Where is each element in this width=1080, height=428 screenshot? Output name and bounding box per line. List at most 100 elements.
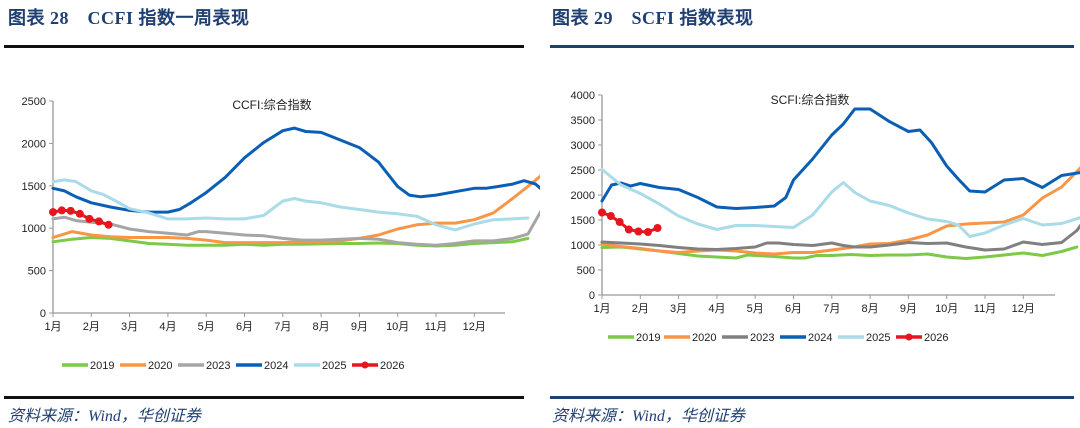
legend-label: 2020 xyxy=(692,332,716,344)
data-point-2026 xyxy=(75,209,84,218)
data-point-2026 xyxy=(606,212,615,220)
series-line-2020 xyxy=(51,174,540,245)
series-line-2023 xyxy=(600,223,1080,252)
x-tick-label: 3月 xyxy=(670,303,687,315)
data-point-2026 xyxy=(66,206,75,215)
x-tick-label: 1月 xyxy=(44,321,61,333)
footer-rule xyxy=(4,396,524,399)
data-point-2026 xyxy=(49,208,57,217)
x-tick-label: 12月 xyxy=(463,321,486,333)
legend-item-2026: 2026 xyxy=(896,332,948,344)
x-tick-label: 6月 xyxy=(236,321,253,333)
legend-label: 2019 xyxy=(636,332,660,344)
x-tick-label: 9月 xyxy=(351,321,368,333)
y-tick-label: 1500 xyxy=(22,181,46,193)
chart-title: CCFI:综合指数 xyxy=(232,97,311,112)
ccfi-panel: 图表 28 CCFI 指数一周表现 0 500 1000 1500 2000 2500 1月… xyxy=(4,8,540,425)
legend-item-2024: 2024 xyxy=(780,332,832,344)
legend-label: 2025 xyxy=(322,360,346,372)
y-tick-label: 4000 xyxy=(571,90,595,102)
legend-item-2023: 2023 xyxy=(722,332,774,344)
data-point-2026 xyxy=(653,224,662,232)
header-rule xyxy=(4,45,524,48)
x-tick-label: 4月 xyxy=(159,321,176,333)
legend-label: 2024 xyxy=(264,360,288,372)
series-line-2023 xyxy=(51,209,540,247)
y-tick-label: 3500 xyxy=(571,115,595,127)
x-tick-label: 1月 xyxy=(593,303,610,315)
legend-item-2026: 2026 xyxy=(352,360,404,372)
legend-item-2025: 2025 xyxy=(838,332,890,344)
x-tick-label: 6月 xyxy=(785,303,802,315)
x-tick-label: 12月 xyxy=(1012,303,1035,315)
legend-marker xyxy=(361,361,369,369)
scfi-panel: 图表 29 SCFI 指数表现 0 500 1000 1500 2000 2500 3000… xyxy=(548,0,1080,428)
header-rule xyxy=(550,45,1074,48)
x-tick-label: 5月 xyxy=(198,321,215,333)
x-tick-label: 2月 xyxy=(83,321,100,333)
legend-label: 2025 xyxy=(866,332,890,344)
x-tick-label: 10月 xyxy=(386,321,409,333)
legend-label: 2019 xyxy=(90,360,114,372)
x-tick-label: 9月 xyxy=(900,303,917,315)
legend-marker xyxy=(905,333,913,341)
y-tick-label: 3000 xyxy=(571,140,595,152)
legend-item-2024: 2024 xyxy=(236,360,288,372)
legend-item-2020: 2020 xyxy=(664,332,716,344)
x-tick-label: 3月 xyxy=(121,321,138,333)
y-tick-label: 2000 xyxy=(571,190,595,202)
series-line-2025 xyxy=(600,168,1080,238)
legend-item-2019: 2019 xyxy=(608,332,660,344)
x-tick-label: 10月 xyxy=(935,303,958,315)
x-tick-label: 2月 xyxy=(632,303,649,315)
x-tick-label: 8月 xyxy=(313,321,330,333)
data-point-2026 xyxy=(94,217,103,226)
legend-item-2019: 2019 xyxy=(62,360,114,372)
y-tick-label: 2000 xyxy=(22,138,46,150)
legend-label: 2026 xyxy=(380,360,404,372)
y-tick-label: 1000 xyxy=(22,223,46,235)
x-tick-label: 7月 xyxy=(823,303,840,315)
legend-label: 2023 xyxy=(206,360,230,372)
x-tick-label: 8月 xyxy=(862,303,879,315)
x-tick-label: 11月 xyxy=(425,321,447,333)
footer-rule xyxy=(550,396,1074,399)
source-note: 资料来源：Wind，华创证券 xyxy=(8,408,201,425)
series-line-2019 xyxy=(51,236,530,248)
y-tick-label: 500 xyxy=(28,266,46,278)
y-tick-label: 1500 xyxy=(571,215,595,227)
figure-title: 图表 28 CCFI 指数一周表现 xyxy=(8,8,250,28)
data-point-2026 xyxy=(634,227,643,236)
series-line-2024 xyxy=(600,107,1080,210)
legend-item-2025: 2025 xyxy=(294,360,346,372)
series-line-2019 xyxy=(600,245,1079,260)
data-point-2026 xyxy=(57,206,66,215)
data-point-2026 xyxy=(615,218,624,226)
y-tick-label: 2500 xyxy=(571,165,595,177)
series-line-2025 xyxy=(51,178,530,232)
x-tick-label: 7月 xyxy=(274,321,291,333)
data-point-2026 xyxy=(85,214,94,223)
y-tick-label: 1000 xyxy=(571,240,595,252)
x-tick-label: 11月 xyxy=(974,303,996,315)
source-note: 资料来源：Wind，华创证券 xyxy=(552,408,745,425)
y-tick-label: 0 xyxy=(40,308,46,320)
data-point-2026 xyxy=(104,220,113,229)
legend-label: 2024 xyxy=(808,332,832,344)
data-point-2026 xyxy=(643,228,652,236)
y-tick-label: 500 xyxy=(577,265,595,277)
x-tick-label: 5月 xyxy=(747,303,764,315)
figure-title: 图表 29 SCFI 指数表现 xyxy=(552,8,754,28)
y-tick-label: 0 xyxy=(589,290,595,302)
data-point-2026 xyxy=(598,208,606,217)
x-tick-label: 4月 xyxy=(708,303,725,315)
legend-label: 2020 xyxy=(148,360,172,372)
scfi-chart: 0 500 1000 1500 2000 2500 3000 3500 4000 1月 2月 3月 4月… xyxy=(571,90,1080,344)
series-line-2020 xyxy=(600,166,1080,256)
ccfi-chart: 0 500 1000 1500 2000 2500 1月 2月 3月 4月 5月 6月 7月 8月 9月 10… xyxy=(22,96,540,372)
legend-item-2020: 2020 xyxy=(120,360,172,372)
y-tick-label: 2500 xyxy=(22,96,46,108)
legend-item-2023: 2023 xyxy=(178,360,230,372)
data-point-2026 xyxy=(624,225,633,234)
chart-title: SCFI:综合指数 xyxy=(771,92,850,107)
